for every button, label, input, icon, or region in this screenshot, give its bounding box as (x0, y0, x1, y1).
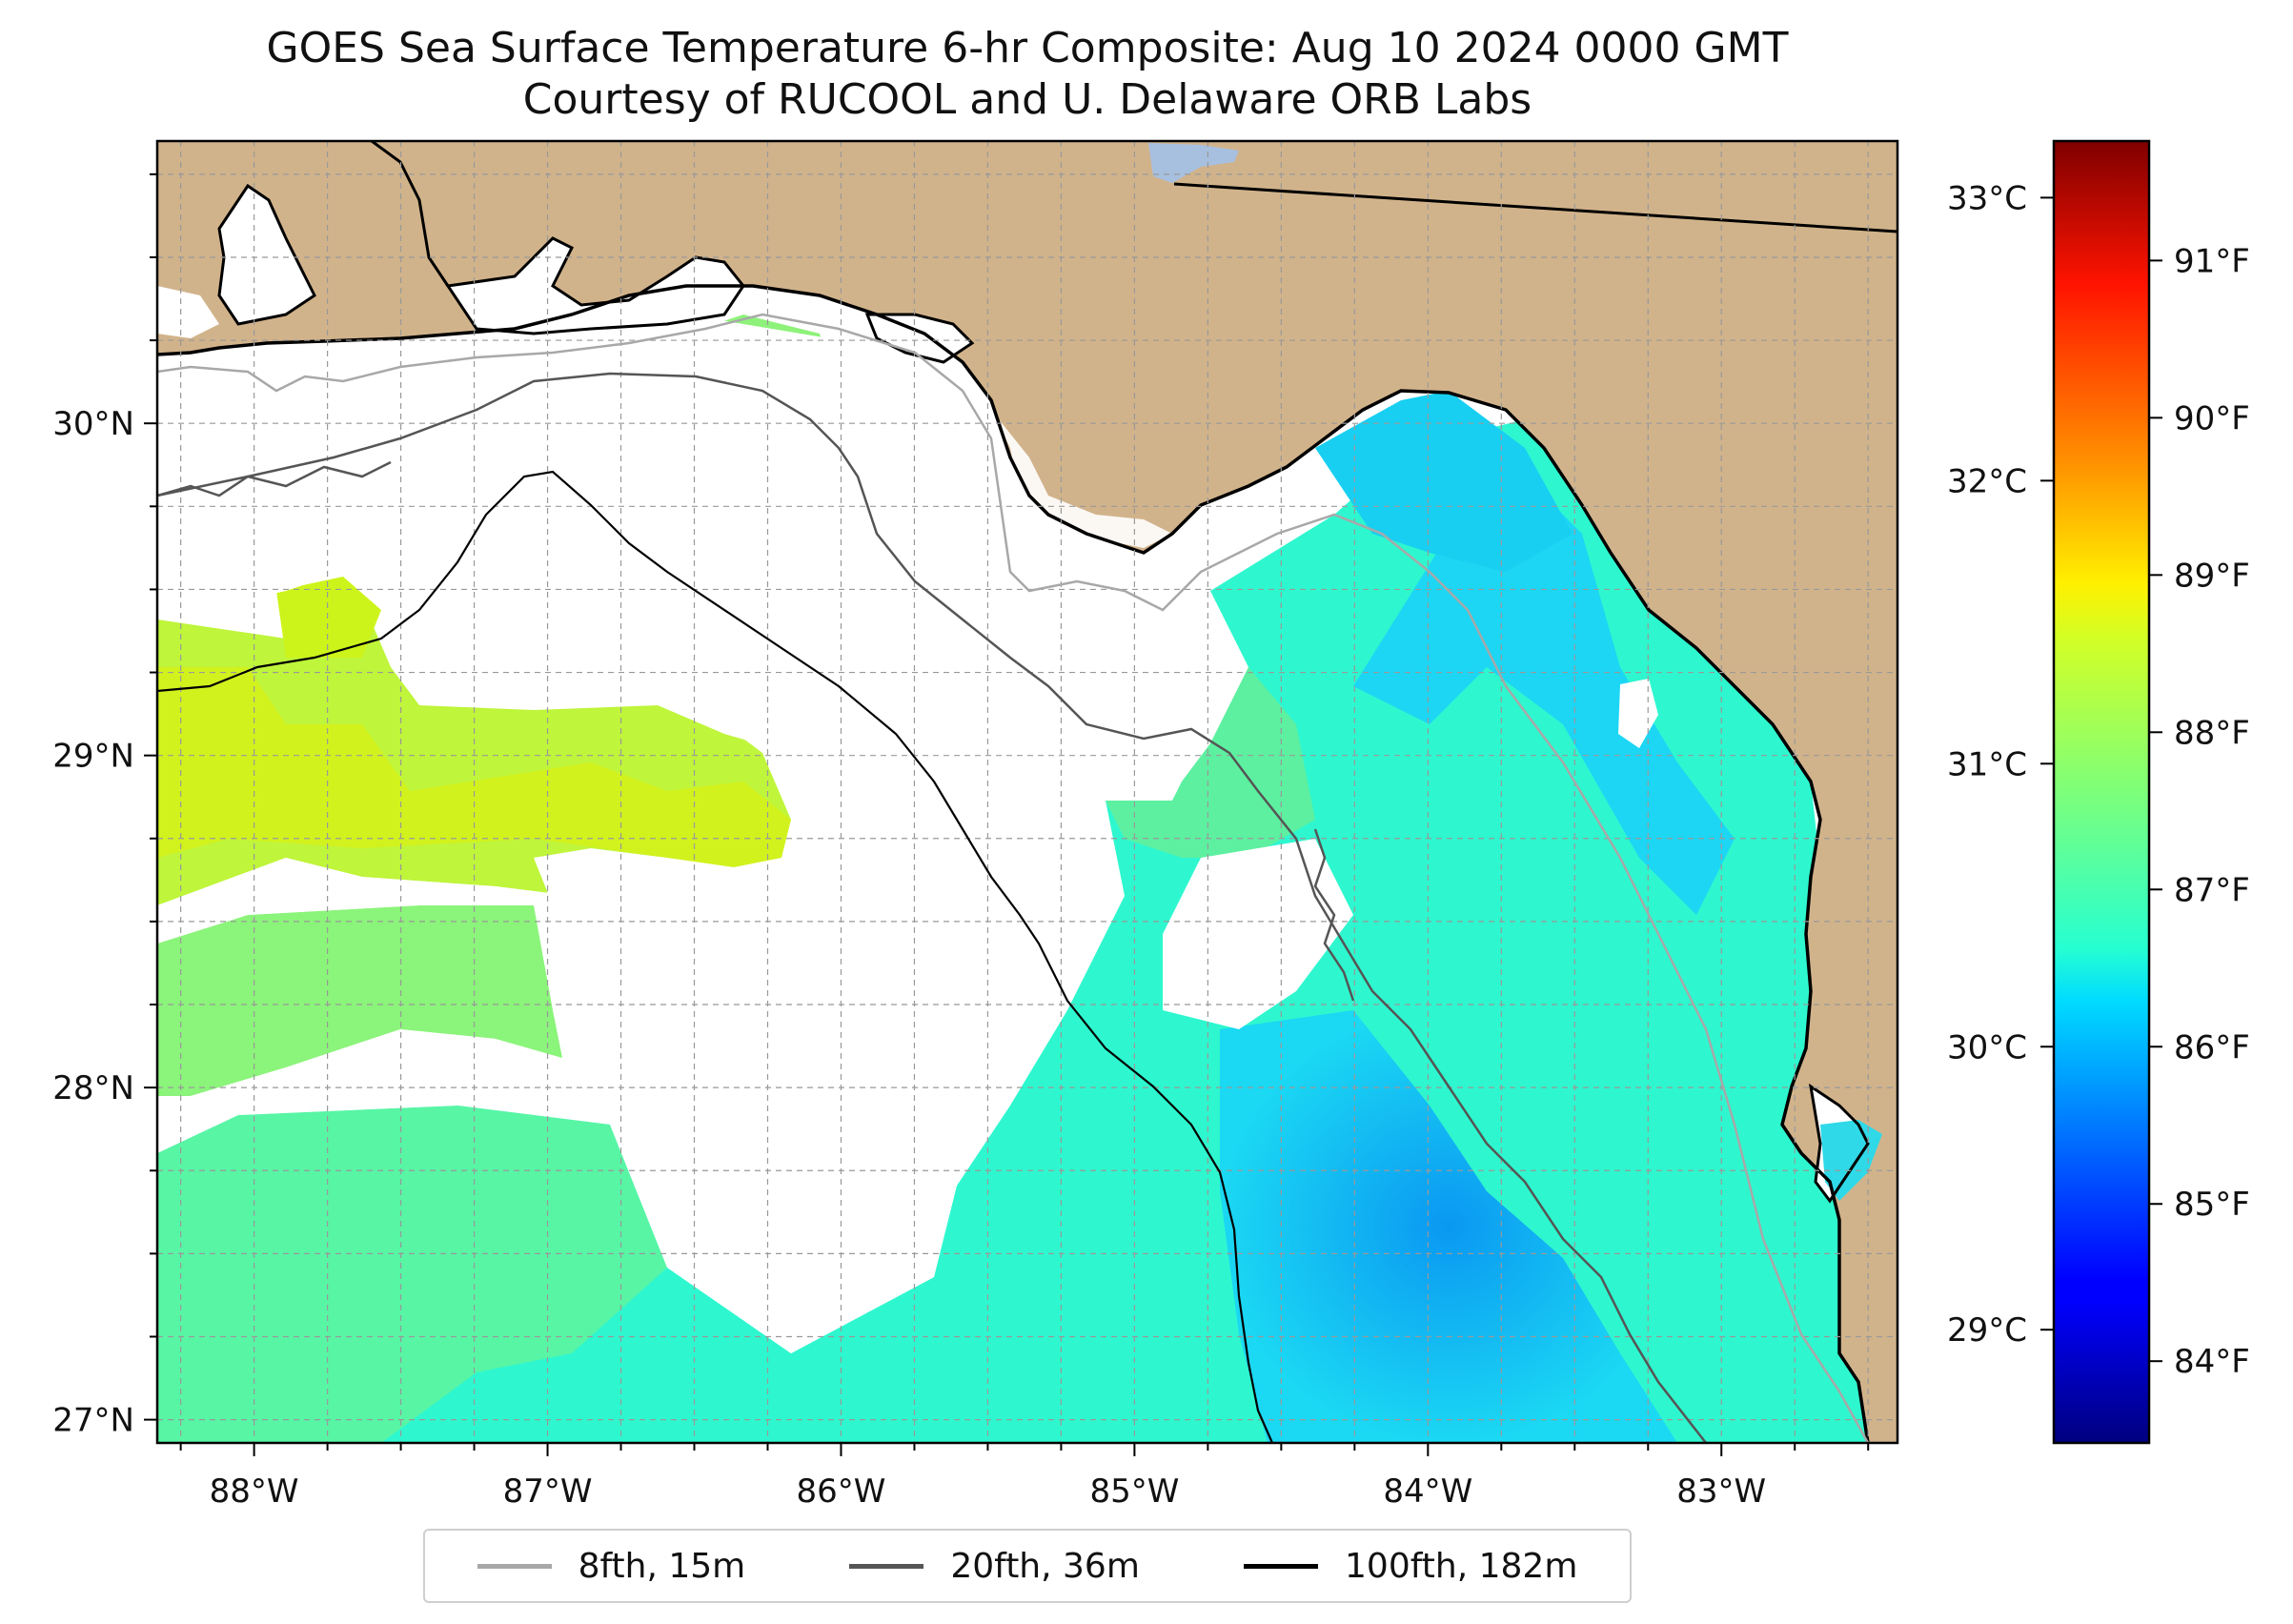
colorbar (2052, 139, 2151, 1445)
lat-label: 29°N (52, 738, 134, 776)
lon-label: 85°W (1089, 1472, 1179, 1511)
celsius-label: 33°C (1947, 179, 2027, 217)
celsius-label: 32°C (1947, 462, 2027, 500)
no-data-holes (157, 286, 1658, 1353)
isobath-20fth (157, 372, 1707, 1443)
isobath-8fth (157, 313, 1870, 1443)
land (157, 141, 1897, 1443)
fahrenheit-label: 90°F (2174, 399, 2250, 437)
fahrenheit-label: 85°F (2174, 1186, 2250, 1224)
fahrenheit-label: 91°F (2174, 242, 2250, 280)
lat-label: 28°N (52, 1069, 134, 1107)
fahrenheit-label: 89°F (2174, 557, 2250, 595)
lon-label: 86°W (797, 1472, 886, 1511)
lake (1148, 143, 1239, 183)
lon-label: 88°W (210, 1472, 299, 1511)
chart-title: GOES Sea Surface Temperature 6-hr Compos… (266, 24, 1789, 72)
legend-label: 100fth, 182m (1345, 1546, 1578, 1586)
celsius-label: 31°C (1947, 745, 2027, 783)
colorbar-fahrenheit-axis: 84°F 85°F 86°F 87°F 88°F 89°F 90°F 91°F (2149, 242, 2250, 1381)
colorbar-celsius-axis: 29°C 30°C 31°C 32°C 33°C (1947, 179, 2054, 1350)
fahrenheit-label: 86°F (2174, 1028, 2250, 1066)
legend-item: 100fth, 182m (1244, 1547, 1577, 1586)
lon-label: 87°W (503, 1472, 593, 1511)
lon-label: 84°W (1383, 1472, 1472, 1511)
lat-label: 27°N (52, 1402, 134, 1440)
lat-axis: 27°N 28°N 29°N 30°N (52, 173, 157, 1440)
chart-subtitle: Courtesy of RUCOOL and U. Delaware ORB L… (522, 75, 1532, 124)
state-border (1173, 182, 1897, 233)
legend-swatch (849, 1563, 924, 1569)
lat-label: 30°N (52, 405, 134, 443)
isobath-100fth (157, 470, 1274, 1443)
legend-item: 8fth, 15m (477, 1546, 746, 1586)
lon-axis: 88°W 87°W 86°W 85°W 84°W 83°W (179, 1443, 1870, 1511)
legend-label: 20fth, 36m (950, 1546, 1140, 1586)
fahrenheit-label: 87°F (2174, 871, 2250, 909)
legend-item: 20fth, 36m (849, 1547, 1140, 1586)
celsius-label: 30°C (1947, 1028, 2027, 1066)
celsius-label: 29°C (1947, 1311, 2027, 1350)
legend: 8fth, 15m 20fth, 36m 100fth, 182m (423, 1529, 1632, 1603)
fahrenheit-label: 84°F (2174, 1343, 2250, 1381)
legend-label: 8fth, 15m (578, 1546, 746, 1586)
lon-label: 83°W (1676, 1472, 1766, 1511)
fahrenheit-label: 88°F (2174, 714, 2250, 752)
map-frame (155, 139, 1899, 1445)
legend-swatch (477, 1563, 552, 1569)
legend-swatch (1244, 1563, 1319, 1569)
